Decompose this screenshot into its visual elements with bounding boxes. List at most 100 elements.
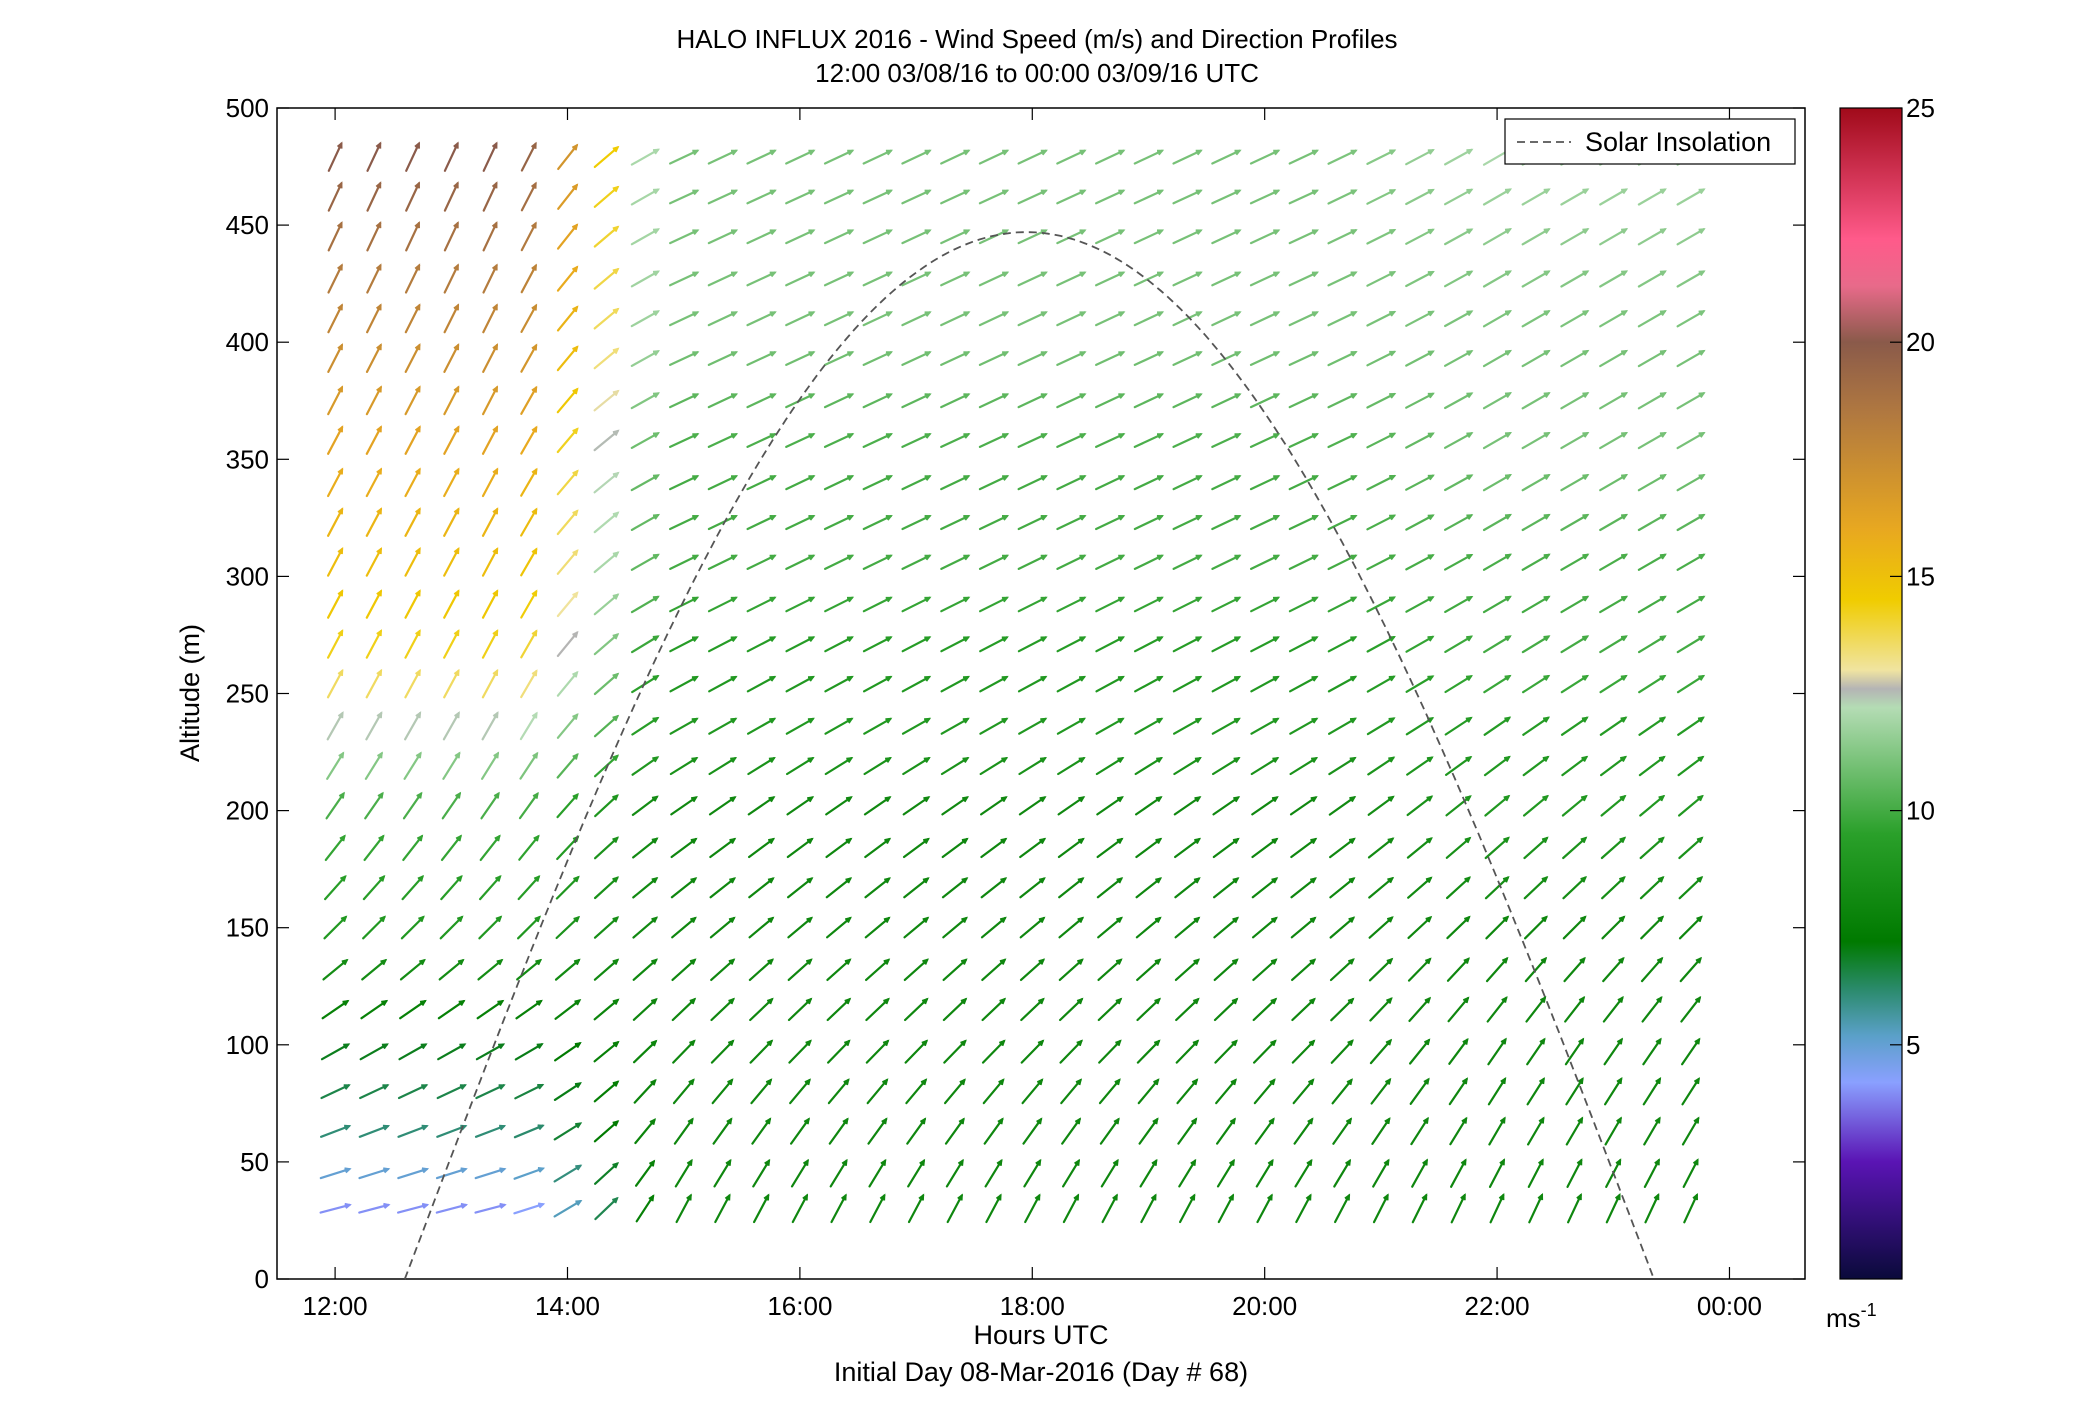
wind-arrow-head: [574, 1082, 582, 1089]
wind-arrow-head: [731, 271, 739, 278]
wind-arrow-shaft: [1521, 270, 1550, 288]
wind-arrow-head: [1273, 554, 1281, 561]
wind-arrow: [1060, 1078, 1083, 1105]
wind-arrow-shaft: [748, 916, 774, 939]
wind-arrow-head: [1195, 675, 1203, 682]
wind-arrow: [1599, 674, 1628, 694]
wind-arrow-head: [1194, 796, 1202, 803]
wind-arrow-shaft: [1526, 1038, 1546, 1066]
wind-arrow-shaft: [978, 311, 1009, 327]
wind-arrow: [863, 796, 892, 816]
wind-arrow-head: [453, 221, 459, 229]
wind-arrow: [1330, 1039, 1354, 1064]
wind-arrow-shaft: [1058, 916, 1084, 939]
wind-arrow-head: [375, 221, 382, 229]
wind-arrow: [442, 751, 461, 780]
wind-arrow: [556, 265, 579, 292]
wind-arrow-shaft: [1445, 876, 1471, 900]
wind-arrow: [593, 876, 620, 900]
wind-arrow: [1599, 431, 1629, 450]
wind-arrow: [1133, 189, 1165, 205]
wind-arrow-head: [841, 1158, 848, 1166]
wind-arrow-shaft: [520, 344, 538, 373]
wind-arrow-head: [728, 958, 736, 965]
wind-arrow: [1056, 189, 1087, 205]
wind-arrow: [319, 1167, 352, 1180]
wind-arrow-head: [571, 265, 579, 273]
wind-arrow: [746, 189, 777, 205]
wind-arrow: [403, 751, 422, 780]
wind-arrow-head: [996, 1158, 1003, 1166]
wind-arrow-head: [924, 149, 932, 156]
wind-arrow-shaft: [940, 596, 970, 613]
wind-arrow-shaft: [1443, 350, 1473, 367]
wind-arrow: [978, 596, 1010, 613]
wind-arrow: [1056, 717, 1087, 735]
wind-arrow: [1405, 310, 1435, 327]
wind-arrow: [1483, 716, 1512, 736]
wind-arrow-shaft: [1288, 636, 1318, 653]
wind-arrow: [1482, 474, 1513, 492]
wind-arrow: [1560, 635, 1590, 654]
wind-arrow: [443, 507, 460, 537]
wind-arrow-head: [531, 711, 538, 719]
wind-arrow-head: [421, 1084, 429, 1090]
wind-arrow-head: [492, 507, 499, 515]
wind-arrow-head: [651, 916, 659, 923]
wind-arrow: [826, 958, 852, 982]
wind-arrow-head: [1656, 956, 1664, 964]
wind-arrow-head: [1504, 228, 1513, 234]
wind-arrow: [398, 1043, 428, 1061]
wind-arrow-head: [1234, 433, 1242, 439]
wind-arrow-head: [1541, 836, 1549, 844]
wind-arrow-head: [1698, 635, 1706, 642]
wind-arrow: [1211, 149, 1242, 165]
wind-arrow: [593, 998, 620, 1021]
wind-arrow: [1217, 1193, 1235, 1224]
wind-arrow-head: [1114, 1078, 1121, 1086]
wind-arrow-shaft: [443, 222, 459, 252]
wind-arrow-head: [1040, 596, 1048, 603]
wind-arrow: [365, 467, 382, 498]
wind-arrow-head: [1500, 1037, 1507, 1045]
wind-arrow: [862, 636, 893, 653]
wind-arrow-shaft: [520, 182, 537, 212]
wind-arrow-head: [807, 756, 815, 763]
wind-arrow-head: [419, 958, 426, 966]
wind-arrow-head: [1696, 915, 1703, 923]
wind-arrow-head: [491, 141, 498, 149]
wind-arrow-head: [1619, 794, 1627, 802]
wind-arrow-shaft: [399, 959, 426, 981]
wind-arrow-head: [1156, 756, 1164, 763]
wind-arrow-head: [1582, 513, 1590, 520]
wind-arrow: [630, 474, 661, 492]
wind-arrow-shaft: [1134, 757, 1163, 776]
wind-arrow: [980, 877, 1008, 899]
wind-arrow-shaft: [443, 468, 460, 498]
wind-arrow-shaft: [1173, 796, 1201, 816]
wind-arrow-head: [1582, 188, 1590, 195]
wind-arrow: [1406, 756, 1434, 776]
wind-arrow: [1211, 636, 1242, 653]
wind-arrow-shaft: [1680, 996, 1701, 1023]
wind-arrow-shaft: [1484, 876, 1510, 900]
wind-arrow-shaft: [1599, 270, 1628, 288]
wind-arrow-head: [1539, 1037, 1546, 1045]
wind-arrow-head: [1542, 794, 1549, 802]
wind-arrow-shaft: [1482, 553, 1512, 571]
wind-arrow-head: [493, 751, 500, 759]
wind-arrow-head: [531, 629, 538, 637]
wind-arrow: [327, 425, 344, 455]
wind-arrow-shaft: [1482, 270, 1512, 288]
wind-arrow: [785, 675, 815, 693]
wind-arrow-head: [924, 311, 932, 317]
wind-arrow-head: [1654, 1116, 1661, 1124]
wind-arrow-head: [1543, 270, 1551, 277]
wind-arrow: [630, 188, 661, 206]
wind-arrow-head: [1617, 995, 1624, 1003]
wind-arrow-shaft: [593, 268, 619, 290]
wind-arrow-head: [573, 958, 581, 966]
wind-arrow-head: [960, 958, 968, 965]
wind-arrow-head: [846, 756, 854, 763]
wind-arrow-shaft: [1405, 228, 1434, 245]
